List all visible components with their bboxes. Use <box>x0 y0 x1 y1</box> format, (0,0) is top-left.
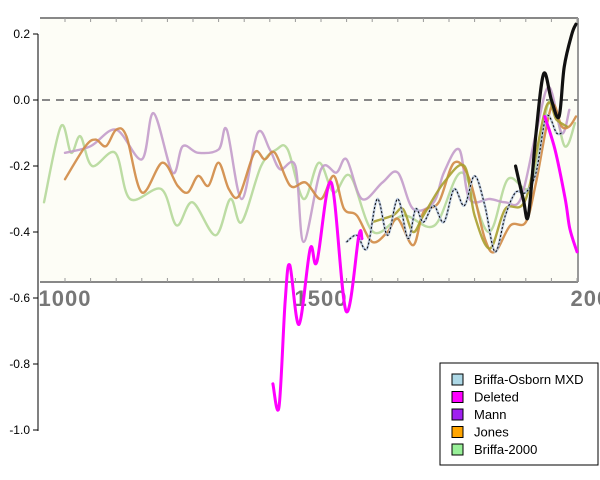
series-line-deleted <box>543 115 579 254</box>
legend-label: Briffa-2000 <box>474 442 537 457</box>
legend-label: Mann <box>474 407 507 422</box>
legend-label: Deleted <box>474 390 519 405</box>
legend-swatch <box>451 443 464 456</box>
y-tick-label: -1.0 <box>9 423 30 437</box>
series-line-briffa-osborn-mxd-dotted <box>346 114 562 253</box>
legend-swatch <box>451 373 464 386</box>
y-tick-label: -0.8 <box>9 357 30 371</box>
series-layer <box>42 22 579 412</box>
legend-swatch <box>451 408 464 421</box>
legend: Briffa-Osborn MXD Deleted Mann Jones Briffa-… <box>439 362 599 466</box>
y-tick-label: -0.6 <box>9 291 30 305</box>
y-tick-label: -0.4 <box>9 225 30 239</box>
legend-swatch <box>451 391 464 403</box>
legend-label: Briffa-Osborn MXD <box>474 372 584 387</box>
series-line-mann <box>63 85 571 244</box>
series-line-unlabeled-5 <box>513 22 578 221</box>
x-tick-label: 1000 <box>39 286 92 311</box>
series-line-unlabeled-3 <box>371 101 568 250</box>
series-line-jones <box>63 103 578 254</box>
series-line-deleted <box>271 180 364 412</box>
series-line-briffa-2000 <box>42 98 577 237</box>
legend-box <box>439 362 599 466</box>
legend-swatch <box>451 426 464 438</box>
plot-background <box>40 18 578 282</box>
x-tick-label: 2000 <box>571 286 600 311</box>
y-tick-label: 0.2 <box>13 27 30 41</box>
legend-label: Jones <box>474 425 509 440</box>
y-tick-label: -0.2 <box>9 159 30 173</box>
y-ticks: 0.2 0.0 -0.2 -0.4 -0.6 -0.8 -1.0 <box>9 27 38 437</box>
y-tick-label: 0.0 <box>13 93 30 107</box>
